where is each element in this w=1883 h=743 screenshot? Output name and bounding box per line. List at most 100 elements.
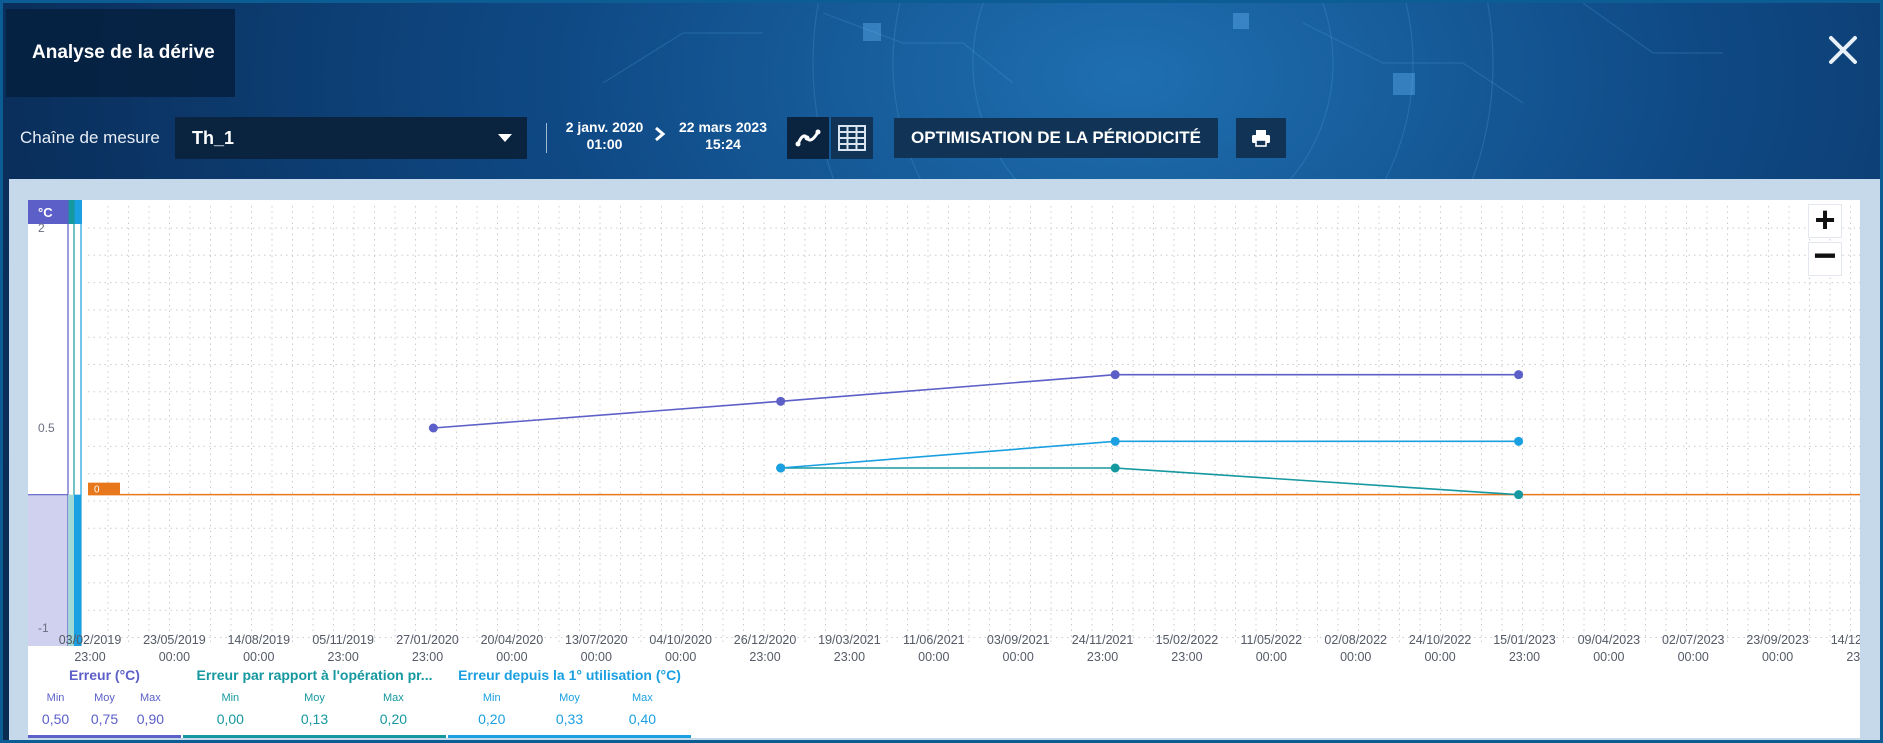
zoom-in-button[interactable]: +: [1808, 202, 1842, 238]
chevron-right-icon: [654, 126, 666, 147]
x-tick-time: 23:00: [328, 650, 359, 664]
unit-badge: [28, 200, 68, 224]
date-start-day: 2 janv. 2020: [565, 119, 644, 135]
x-tick-time: 23:00: [834, 650, 865, 664]
optimise-periodicity-label: OPTIMISATION DE LA PÉRIODICITÉ: [911, 128, 1201, 147]
stat-underline: [28, 735, 181, 738]
x-tick-date: 15/01/2023: [1493, 633, 1556, 647]
x-tick-date: 15/02/2022: [1156, 633, 1219, 647]
x-tick-date: 03/09/2021: [987, 633, 1050, 647]
drift-chart[interactable]: °C 2 0.5 -1 0 03/02/2019 23:00 23/05/2019 00:00 1…: [28, 200, 1860, 664]
x-tick-time: 23:00: [1171, 650, 1202, 664]
x-tick-date: 02/07/2023: [1662, 633, 1725, 647]
chevron-down-icon[interactable]: [498, 134, 512, 142]
data-point: [1110, 436, 1120, 446]
x-tick-time: 00:00: [1593, 650, 1624, 664]
zero-badge: [88, 482, 120, 495]
x-tick-time: 00:00: [1340, 650, 1371, 664]
stat-title: Erreur par rapport à l'opération pr...: [196, 667, 433, 683]
divider: [546, 123, 547, 153]
x-tick-time: 00:00: [496, 650, 527, 664]
series-badge-premiere: [74, 200, 82, 224]
stat-value: 0,75: [90, 711, 119, 727]
stat-label: Moy: [559, 692, 580, 704]
stat-underline: [183, 735, 446, 738]
series-line: [433, 373, 1519, 429]
curve-view-button[interactable]: [787, 117, 829, 159]
data-point: [1514, 436, 1524, 446]
stat-title: Erreur (°C): [69, 667, 140, 683]
x-tick-time: 00:00: [918, 650, 949, 664]
stat-label: Min: [46, 692, 65, 704]
date-start[interactable]: 2 janv. 2020 01:00: [558, 119, 651, 153]
stat-group: Erreur (°C) Min 0,50 Moy 0,75 Max 0,90: [28, 664, 181, 738]
date-start-time: 01:00: [586, 136, 623, 152]
date-end[interactable]: 22 mars 2023 15:24: [672, 119, 774, 153]
x-tick-time: 00:00: [1424, 650, 1455, 664]
stat-value: 0,40: [628, 711, 657, 727]
window-title-tab[interactable]: Analyse de la dérive: [6, 9, 235, 97]
stat-label: Min: [482, 692, 501, 704]
data-point: [1110, 370, 1120, 380]
measure-chain-value: Th_1: [192, 127, 235, 148]
data-point: [776, 463, 786, 473]
x-tick-date: 13/07/2020: [565, 633, 628, 647]
x-tick-time: 23:00: [1087, 650, 1118, 664]
stat-value: 0,20: [478, 711, 506, 727]
x-tick-date: 26/12/2020: [734, 633, 797, 647]
x-tick-date: 04/10/2020: [649, 633, 712, 647]
stat-value: 0,50: [41, 711, 70, 727]
x-tick-time: 00:00: [1003, 650, 1034, 664]
measure-chain-select[interactable]: Th_1: [175, 117, 527, 159]
data-point: [776, 396, 786, 406]
date-end-time: 15:24: [705, 136, 741, 152]
stat-label: Max: [632, 692, 653, 704]
x-tick-time: 00:00: [159, 650, 190, 664]
y-tick-label: 0.5: [38, 421, 55, 435]
x-tick-date: 09/04/2023: [1578, 633, 1641, 647]
x-tick-time: 00:00: [1256, 650, 1287, 664]
stat-label: Max: [140, 692, 161, 704]
x-tick-date: 19/03/2021: [818, 633, 881, 647]
measure-chain-label: Chaîne de mesure: [20, 128, 160, 147]
series-bar-premiere: [74, 494, 81, 646]
x-tick-date: 05/11/2019: [312, 633, 374, 647]
stat-group: Erreur depuis la 1° utilisation (°C) Min 0…: [448, 664, 691, 738]
stats-panel: Erreur (°C) Min 0,50 Moy 0,75 Max 0,90 Erreur p…: [28, 664, 1860, 738]
y-tick-label: -1: [38, 621, 49, 635]
x-tick-date: 14/12/2023: [1831, 633, 1860, 647]
x-tick-time: 23:00: [749, 650, 780, 664]
x-tick-time: 23:00: [1509, 650, 1540, 664]
x-tick-date: 27/01/2020: [396, 633, 459, 647]
x-tick-date: 02/08/2022: [1324, 633, 1387, 647]
date-end-day: 22 mars 2023: [679, 119, 767, 135]
toolbar: Chaîne de mesure Th_1 2 janv. 2020 01:00…: [3, 117, 1883, 159]
optimise-periodicity-button[interactable]: OPTIMISATION DE LA PÉRIODICITÉ: [894, 118, 1218, 158]
x-tick-time: 00:00: [581, 650, 612, 664]
print-icon: [1252, 130, 1270, 147]
x-tick-time: 00:00: [665, 650, 696, 664]
stat-value: 0,20: [379, 711, 408, 727]
x-tick-date: 14/08/2019: [227, 633, 290, 647]
x-tick-time: 23:00: [412, 650, 443, 664]
stat-value: 0,13: [300, 711, 329, 727]
x-tick-time: 23:00: [74, 650, 105, 664]
x-tick-date: 11/06/2021: [903, 633, 965, 647]
series-badge-precedente: [68, 200, 74, 224]
table-view-button[interactable]: [831, 117, 873, 159]
data-point: [1514, 370, 1524, 380]
x-tick-time: 00:00: [1762, 650, 1793, 664]
print-button[interactable]: [1236, 118, 1286, 158]
window-title: Analyse de la dérive: [32, 42, 215, 63]
x-tick-time: 23:00: [1846, 650, 1860, 664]
line-chart-icon: [795, 129, 821, 147]
stat-title: Erreur depuis la 1° utilisation (°C): [458, 667, 681, 683]
close-icon[interactable]: [1820, 27, 1866, 73]
y-axis-unit: °C: [38, 205, 53, 220]
stat-value: 0,00: [216, 711, 244, 727]
chart-svg[interactable]: °C2 0.5 -1 0 03/02/2019 23:00 23/05/2019 00:00 1…: [28, 200, 1860, 664]
series-bar-precedente: [68, 494, 74, 646]
data-point: [1110, 463, 1120, 473]
x-tick-date: 24/10/2022: [1409, 633, 1472, 647]
zoom-out-button[interactable]: −: [1808, 236, 1842, 276]
